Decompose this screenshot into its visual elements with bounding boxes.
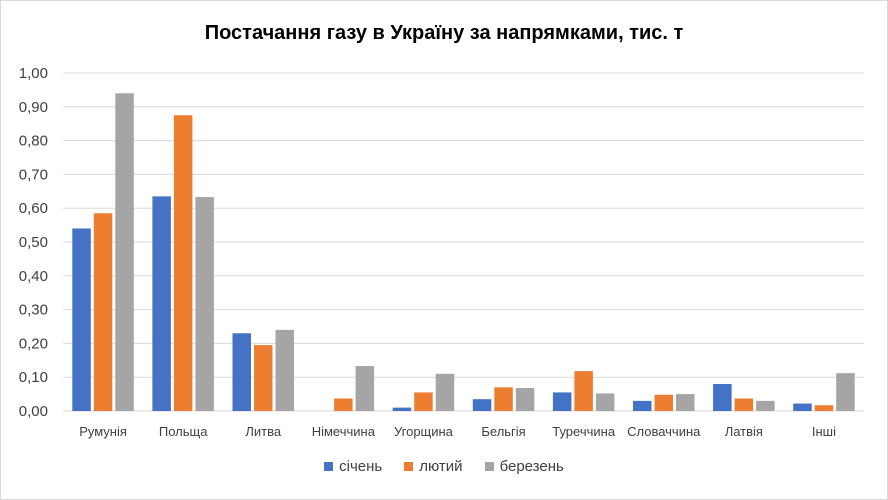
bar xyxy=(494,387,513,411)
bar xyxy=(392,407,412,411)
x-tick-label: Латвія xyxy=(725,424,763,439)
bar xyxy=(275,329,294,411)
bar xyxy=(734,398,754,411)
legend: січень лютий березень xyxy=(0,458,888,475)
bar xyxy=(173,115,193,411)
bar xyxy=(152,196,171,411)
bar xyxy=(552,392,572,411)
bar xyxy=(515,388,535,411)
bar xyxy=(654,394,673,411)
y-tick-label: 0,90 xyxy=(19,99,48,116)
x-tick-label: Угорщина xyxy=(394,424,454,439)
bar xyxy=(72,228,91,411)
legend-label-mar: березень xyxy=(499,458,564,475)
y-tick-label: 0,50 xyxy=(19,234,48,251)
y-tick-label: 0,80 xyxy=(19,133,48,150)
legend-swatch-jan xyxy=(324,462,334,471)
x-tick-label: Румунія xyxy=(79,424,127,439)
y-tick-label: 0,60 xyxy=(19,200,48,217)
legend-swatch-feb xyxy=(404,462,414,471)
legend-swatch-mar xyxy=(484,462,494,471)
y-tick-label: 1,00 xyxy=(19,65,48,82)
bar xyxy=(793,403,812,411)
x-tick-label: Бельгія xyxy=(481,424,525,439)
legend-item-feb: лютий xyxy=(404,458,463,475)
x-tick-label: Туреччина xyxy=(552,424,616,439)
bar xyxy=(93,213,113,411)
bar xyxy=(355,366,375,411)
bar xyxy=(334,398,353,411)
y-tick-label: 0,70 xyxy=(19,166,48,183)
bar xyxy=(254,345,273,411)
bar xyxy=(595,393,615,411)
bar xyxy=(232,333,251,411)
bar xyxy=(472,399,492,411)
bar xyxy=(713,383,732,411)
bar xyxy=(836,373,855,411)
y-tick-label: 0,10 xyxy=(19,369,48,386)
bar xyxy=(676,394,695,411)
y-tick-label: 0,30 xyxy=(19,302,48,319)
legend-item-mar: березень xyxy=(484,458,564,475)
y-tick-label: 0,40 xyxy=(19,268,48,285)
bar xyxy=(756,400,775,411)
x-tick-label: Литва xyxy=(245,424,282,439)
bar xyxy=(195,197,214,411)
y-tick-label: 0,20 xyxy=(19,335,48,352)
x-tick-label: Польща xyxy=(159,424,208,439)
legend-label-jan: січень xyxy=(339,458,383,475)
bar xyxy=(115,93,134,411)
y-tick-label: 0,00 xyxy=(19,403,48,420)
bar xyxy=(814,405,834,411)
bar xyxy=(414,392,433,411)
bar xyxy=(574,371,593,411)
chart-title: Постачання газу в Україну за напрямками,… xyxy=(204,22,684,44)
bar xyxy=(435,373,455,411)
x-tick-label: Німеччина xyxy=(312,424,376,439)
legend-label-feb: лютий xyxy=(419,458,463,475)
legend-item-jan: січень xyxy=(324,458,382,475)
x-tick-label: Словаччина xyxy=(627,424,701,439)
bar xyxy=(633,400,652,411)
x-tick-label: Інші xyxy=(812,424,836,439)
